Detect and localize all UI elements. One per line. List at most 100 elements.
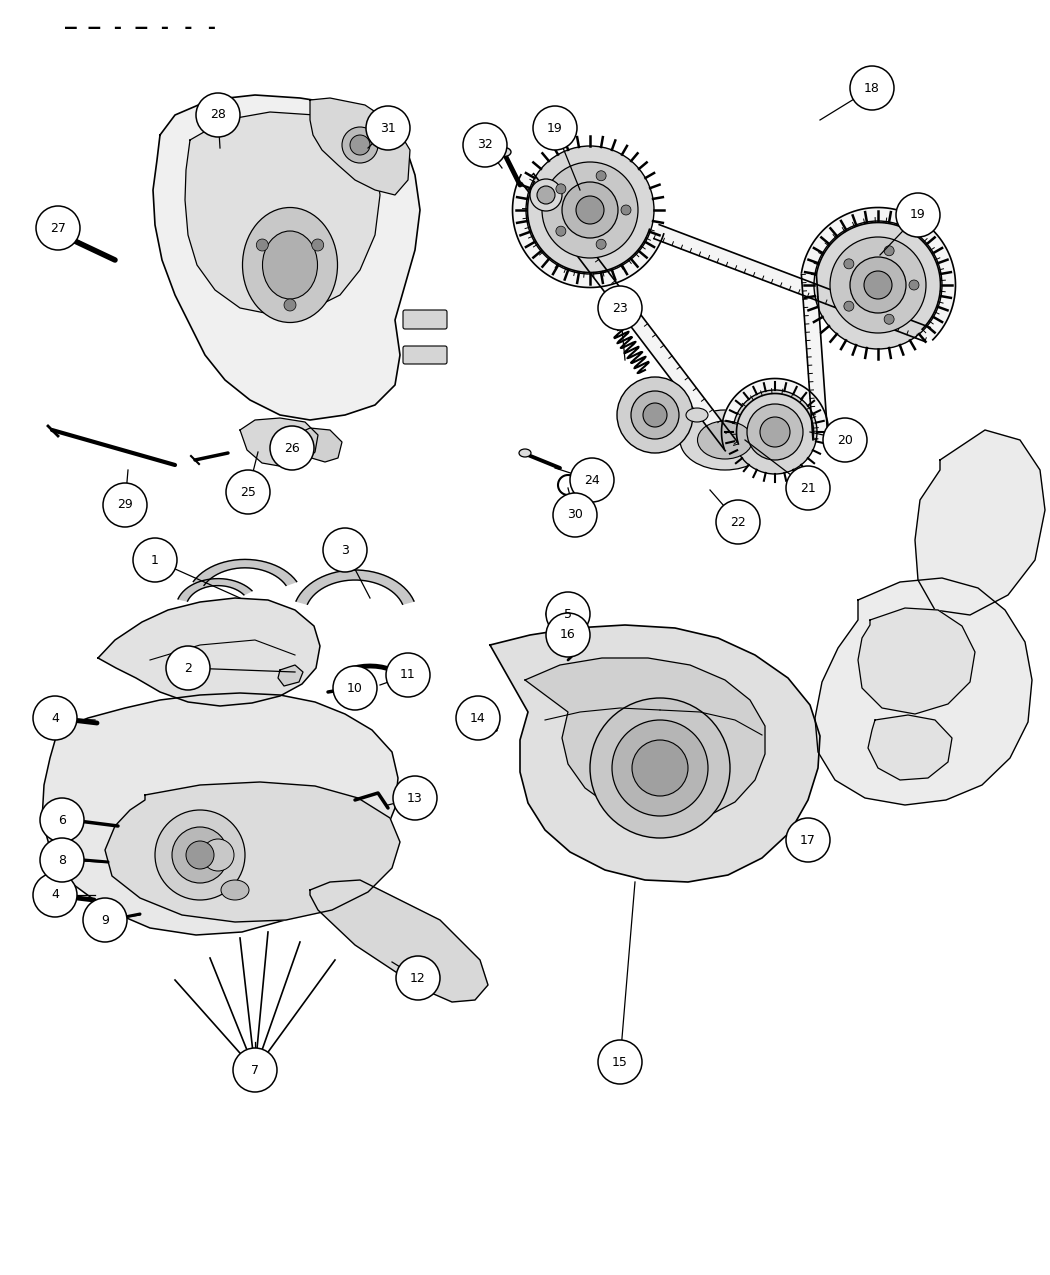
Circle shape xyxy=(760,417,790,448)
Circle shape xyxy=(342,128,378,163)
Ellipse shape xyxy=(220,880,249,900)
Circle shape xyxy=(172,827,228,884)
Circle shape xyxy=(596,171,606,181)
Circle shape xyxy=(598,1040,642,1084)
Circle shape xyxy=(463,122,507,167)
Text: 22: 22 xyxy=(730,515,746,529)
Polygon shape xyxy=(868,715,952,780)
Circle shape xyxy=(884,314,895,324)
Circle shape xyxy=(621,205,631,215)
Circle shape xyxy=(850,66,894,110)
Circle shape xyxy=(256,238,269,251)
Text: 3: 3 xyxy=(341,543,349,556)
Text: 6: 6 xyxy=(58,813,66,826)
Polygon shape xyxy=(815,578,1032,805)
Polygon shape xyxy=(295,428,342,462)
Polygon shape xyxy=(654,224,930,342)
Circle shape xyxy=(576,196,604,224)
Circle shape xyxy=(33,696,77,740)
Text: 18: 18 xyxy=(864,82,880,94)
Polygon shape xyxy=(105,782,400,922)
Polygon shape xyxy=(310,98,410,195)
Text: 31: 31 xyxy=(380,121,396,134)
Text: 5: 5 xyxy=(564,607,572,621)
Text: 23: 23 xyxy=(612,301,628,315)
Ellipse shape xyxy=(497,148,511,157)
Circle shape xyxy=(196,93,240,136)
Circle shape xyxy=(555,184,566,194)
Ellipse shape xyxy=(686,408,708,422)
Circle shape xyxy=(350,135,370,156)
Circle shape xyxy=(284,300,296,311)
Circle shape xyxy=(546,592,590,636)
Text: 16: 16 xyxy=(560,629,575,641)
Polygon shape xyxy=(490,625,820,882)
Text: 19: 19 xyxy=(910,209,926,222)
Polygon shape xyxy=(153,96,420,419)
Polygon shape xyxy=(42,694,398,935)
Ellipse shape xyxy=(45,812,59,820)
Text: 19: 19 xyxy=(547,121,563,134)
Text: 7: 7 xyxy=(251,1063,259,1076)
Circle shape xyxy=(537,186,555,204)
Text: 13: 13 xyxy=(407,792,423,805)
Circle shape xyxy=(333,666,377,710)
Ellipse shape xyxy=(680,411,770,470)
Circle shape xyxy=(596,240,606,249)
Circle shape xyxy=(617,377,693,453)
Text: 11: 11 xyxy=(400,668,416,682)
Circle shape xyxy=(233,1048,277,1091)
Ellipse shape xyxy=(262,231,317,300)
Polygon shape xyxy=(721,379,828,449)
Circle shape xyxy=(632,740,688,796)
Circle shape xyxy=(546,613,590,657)
Circle shape xyxy=(226,470,270,514)
Circle shape xyxy=(393,776,437,820)
Circle shape xyxy=(909,280,919,289)
Polygon shape xyxy=(178,579,252,601)
Polygon shape xyxy=(801,274,827,440)
Text: 15: 15 xyxy=(612,1056,628,1068)
Circle shape xyxy=(396,956,440,1000)
Circle shape xyxy=(133,538,177,581)
Circle shape xyxy=(747,404,803,460)
Circle shape xyxy=(555,226,566,236)
Circle shape xyxy=(83,898,127,942)
Circle shape xyxy=(716,500,760,544)
Circle shape xyxy=(612,720,708,816)
Polygon shape xyxy=(801,208,956,340)
Text: 28: 28 xyxy=(210,108,226,121)
Circle shape xyxy=(814,221,942,349)
Text: 32: 32 xyxy=(477,139,492,152)
Circle shape xyxy=(631,391,679,439)
Text: 20: 20 xyxy=(837,434,853,446)
Ellipse shape xyxy=(101,914,113,922)
Text: 24: 24 xyxy=(584,473,600,487)
Circle shape xyxy=(456,696,500,740)
Ellipse shape xyxy=(697,421,753,459)
Polygon shape xyxy=(278,666,303,686)
Circle shape xyxy=(36,207,80,250)
Circle shape xyxy=(884,246,895,256)
Text: 4: 4 xyxy=(51,711,59,724)
Text: 4: 4 xyxy=(51,889,59,901)
Polygon shape xyxy=(522,173,737,451)
Circle shape xyxy=(40,798,84,842)
Circle shape xyxy=(570,458,614,502)
Text: 9: 9 xyxy=(101,913,109,927)
Circle shape xyxy=(844,301,854,311)
Circle shape xyxy=(530,179,562,210)
Circle shape xyxy=(103,483,147,527)
Circle shape xyxy=(186,842,214,870)
Polygon shape xyxy=(240,418,318,467)
Circle shape xyxy=(786,819,830,862)
Circle shape xyxy=(366,106,410,150)
Text: 21: 21 xyxy=(800,482,816,495)
Circle shape xyxy=(155,810,245,900)
Polygon shape xyxy=(858,608,975,714)
Circle shape xyxy=(40,838,84,882)
Circle shape xyxy=(533,106,578,150)
Polygon shape xyxy=(185,112,380,315)
Circle shape xyxy=(386,653,430,697)
Text: 17: 17 xyxy=(800,834,816,847)
